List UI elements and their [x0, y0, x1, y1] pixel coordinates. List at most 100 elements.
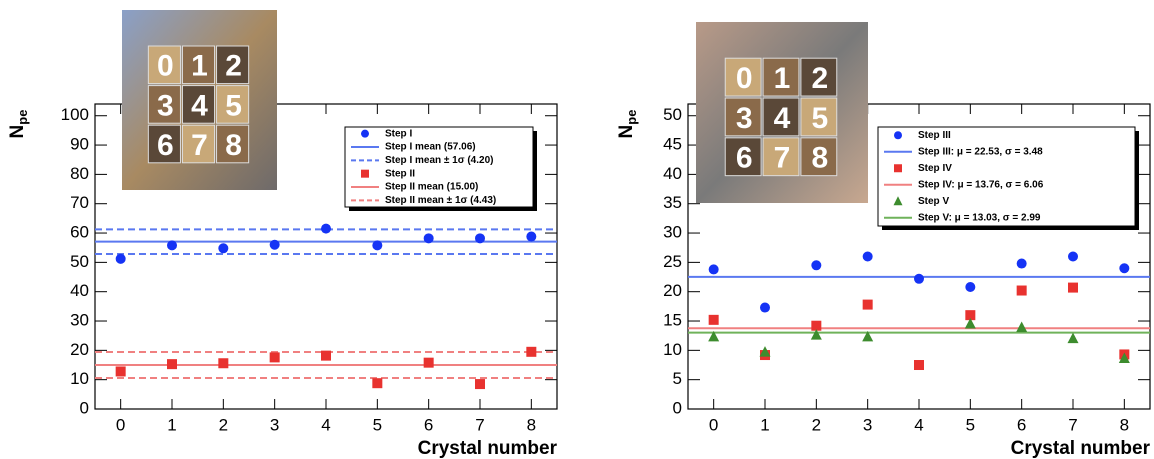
crystal-label: 5 [811, 102, 828, 135]
y-tick-label: 20 [663, 281, 682, 300]
point [863, 300, 873, 310]
crystal-label: 6 [157, 129, 174, 162]
point [218, 358, 228, 368]
crystal-label: 2 [811, 62, 828, 95]
legend-label: Step I mean ± 1σ (4.20) [385, 155, 493, 166]
x-tick-label: 7 [1068, 415, 1077, 434]
x-tick-label: 3 [863, 415, 872, 434]
crystal-label: 4 [774, 102, 791, 135]
point [863, 252, 873, 262]
point [1017, 259, 1027, 269]
crystal-label: 5 [225, 89, 242, 122]
y-tick-label: 40 [70, 281, 89, 300]
crystal-label: 8 [811, 142, 828, 175]
x-tick-label: 2 [812, 415, 821, 434]
y-axis-label: Npe [7, 110, 30, 139]
point [965, 282, 975, 292]
legend-marker [361, 130, 369, 138]
point [167, 240, 177, 250]
x-tick-label: 1 [760, 415, 769, 434]
y-axis-label-sub: pe [624, 110, 639, 125]
x-tick-label: 0 [116, 415, 125, 434]
legend-marker [894, 164, 902, 172]
point [372, 378, 382, 388]
point [760, 303, 770, 313]
crystal-label: 3 [736, 102, 753, 135]
legend-label: Step IV [918, 163, 952, 174]
y-tick-label: 0 [80, 398, 89, 417]
point [526, 232, 536, 242]
y-tick-label: 45 [663, 135, 682, 154]
y-tick-label: 0 [673, 398, 682, 417]
point [709, 315, 719, 325]
point [321, 351, 331, 361]
x-axis-label: Crystal number [1011, 438, 1151, 459]
legend-label: Step I [385, 128, 412, 139]
legend-label: Step I mean (57.06) [385, 142, 476, 153]
crystal-label: 0 [157, 50, 174, 83]
x-tick-label: 3 [270, 415, 279, 434]
y-axis-label-main: N [7, 125, 28, 139]
y-tick-label: 90 [70, 135, 89, 154]
point [218, 243, 228, 253]
crystal-label: 8 [225, 129, 242, 162]
y-axis-label-main: N [616, 125, 637, 139]
crystal-label: 7 [191, 129, 208, 162]
y-tick-label: 20 [70, 340, 89, 359]
y-tick-label: 40 [663, 164, 682, 183]
legend-label: Step II [385, 168, 415, 179]
point [116, 254, 126, 264]
y-tick-label: 50 [663, 105, 682, 124]
x-tick-label: 8 [527, 415, 536, 434]
crystal-label: 0 [736, 62, 753, 95]
crystal-label: 1 [191, 50, 208, 83]
point [116, 366, 126, 376]
y-tick-label: 30 [70, 311, 89, 330]
y-tick-label: 100 [61, 105, 89, 124]
crystal-label: 6 [736, 142, 753, 175]
legend-label: Step IV: μ = 13.76, σ = 6.06 [918, 179, 1044, 190]
y-axis-label: Npe [616, 110, 639, 139]
point [372, 240, 382, 250]
x-axis-label: Crystal number [418, 438, 558, 459]
x-tick-label: 7 [475, 415, 484, 434]
x-tick-label: 0 [709, 415, 718, 434]
point [1119, 263, 1129, 273]
crystal-label: 4 [191, 89, 208, 122]
x-tick-label: 5 [373, 415, 382, 434]
y-tick-label: 5 [673, 369, 682, 388]
y-tick-label: 10 [70, 369, 89, 388]
legend-label: Step III: μ = 22.53, σ = 3.48 [918, 146, 1043, 157]
y-tick-label: 60 [70, 223, 89, 242]
x-tick-label: 6 [424, 415, 433, 434]
x-tick-label: 1 [167, 415, 176, 434]
figure: 0102030405060708090100012345678Crystal n… [0, 0, 1154, 459]
x-tick-label: 2 [219, 415, 228, 434]
x-tick-label: 8 [1120, 415, 1129, 434]
point [526, 347, 536, 357]
point [811, 260, 821, 270]
crystal-label: 2 [225, 50, 242, 83]
legend [878, 127, 1135, 226]
x-tick-label: 4 [321, 415, 330, 434]
y-tick-label: 10 [663, 340, 682, 359]
point [475, 379, 485, 389]
point [167, 359, 177, 369]
crystal-label: 1 [774, 62, 791, 95]
y-tick-label: 70 [70, 193, 89, 212]
legend-marker [894, 131, 902, 139]
legend-marker [361, 170, 369, 178]
x-tick-label: 4 [914, 415, 923, 434]
point [424, 358, 434, 368]
legend-label: Step II mean (15.00) [385, 182, 478, 193]
point [270, 352, 280, 362]
point [914, 274, 924, 284]
point [270, 240, 280, 250]
legend-label: Step II mean ± 1σ (4.43) [385, 195, 496, 206]
legend-label: Step V: μ = 13.03, σ = 2.99 [918, 212, 1041, 223]
x-tick-label: 5 [966, 415, 975, 434]
x-tick-label: 6 [1017, 415, 1026, 434]
point [709, 264, 719, 274]
y-tick-label: 30 [663, 223, 682, 242]
crystal-label: 7 [774, 142, 791, 175]
